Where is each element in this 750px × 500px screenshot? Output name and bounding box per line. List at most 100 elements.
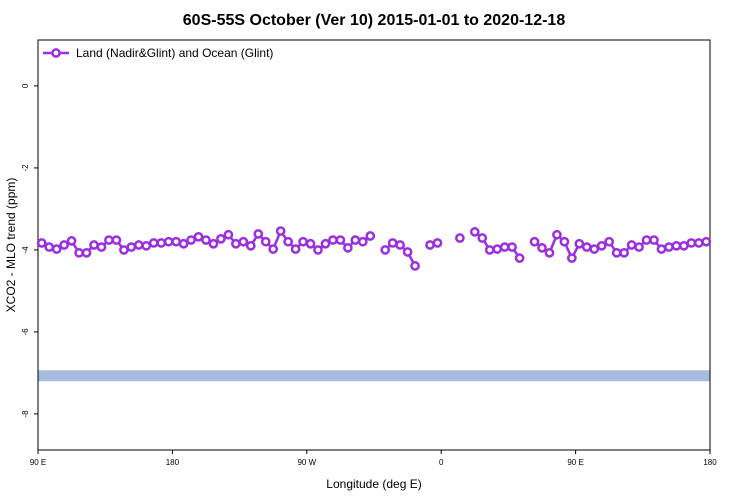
data-point	[216, 234, 226, 244]
data-point	[477, 233, 488, 243]
chart-title: 60S-55S October (Ver 10) 2015-01-01 to 2…	[183, 12, 566, 29]
data-point	[581, 242, 592, 252]
data-point	[305, 238, 316, 249]
x-tick-label: 0	[439, 458, 444, 467]
data-point	[469, 227, 480, 237]
data-point	[671, 240, 682, 251]
data-point	[163, 236, 174, 247]
data-point	[245, 240, 256, 251]
data-point	[589, 244, 600, 254]
data-point	[634, 242, 644, 252]
data-point	[686, 238, 697, 248]
data-point	[96, 242, 107, 252]
legend-marker	[51, 48, 61, 58]
x-tick-label: 90 E	[30, 458, 46, 467]
data-point	[223, 229, 234, 240]
y-axis-label: XCO2 - MLO trend (ppm)	[4, 178, 18, 313]
legend-label: Land (Nadir&Glint) and Ocean (Glint)	[76, 46, 273, 60]
y-tick-label: -6	[21, 328, 30, 336]
data-point	[664, 242, 674, 252]
data-point	[701, 236, 712, 247]
data-point	[544, 247, 555, 258]
data-point	[641, 235, 652, 245]
data-point	[529, 236, 540, 247]
x-axis-label: Longitude (deg E)	[326, 477, 421, 491]
data-point	[619, 247, 629, 258]
data-point	[51, 244, 62, 254]
x-tick-label: 180	[703, 458, 717, 467]
data-point	[178, 238, 189, 249]
data-point	[238, 236, 249, 247]
data-point	[380, 245, 391, 255]
data-point	[141, 240, 152, 251]
data-point	[111, 235, 122, 245]
data-point	[44, 242, 55, 252]
data-point	[74, 247, 84, 258]
data-point	[119, 245, 129, 255]
data-point	[253, 229, 264, 239]
data-point	[275, 226, 286, 236]
data-point	[133, 240, 144, 250]
data-point	[66, 236, 77, 246]
data-point	[559, 236, 570, 247]
data-point	[656, 244, 667, 254]
data-point	[36, 238, 47, 248]
data-point	[604, 236, 615, 247]
data-point	[231, 238, 241, 249]
data-point	[395, 240, 405, 250]
data-point	[679, 240, 689, 251]
data-point	[208, 238, 219, 249]
data-point	[357, 236, 368, 247]
data-point	[365, 231, 376, 241]
data-point	[290, 244, 301, 254]
x-tick-label: 90 W	[297, 458, 316, 467]
data-point	[567, 253, 577, 263]
data-point	[343, 243, 353, 253]
data-point	[552, 229, 562, 240]
data-point	[126, 242, 137, 252]
data-point	[328, 235, 338, 245]
data-point	[499, 242, 510, 252]
data-point	[484, 245, 495, 255]
data-point	[201, 235, 211, 245]
data-point	[148, 238, 159, 248]
data-point	[298, 236, 308, 247]
data-point	[268, 244, 279, 254]
y-tick-label: -2	[21, 164, 30, 172]
data-point	[186, 235, 196, 245]
data-point	[611, 247, 622, 258]
y-tick-label: -8	[21, 410, 30, 418]
data-point	[350, 235, 361, 245]
data-point	[104, 235, 114, 245]
data-point	[283, 236, 293, 247]
x-tick-label: 180	[166, 458, 180, 467]
y-tick-label: -4	[21, 246, 30, 254]
data-point	[574, 238, 585, 249]
data-point	[402, 247, 413, 257]
data-point	[387, 238, 398, 248]
data-point	[425, 240, 435, 250]
data-point	[313, 245, 323, 255]
data-point	[455, 233, 465, 243]
data-point	[156, 238, 167, 248]
data-point	[492, 244, 503, 254]
data-point	[507, 242, 517, 252]
data-point	[260, 236, 271, 247]
data-point	[537, 243, 547, 253]
data-point	[626, 240, 637, 250]
data-point	[171, 236, 181, 247]
data-point	[596, 240, 607, 251]
x-tick-label: 90 E	[567, 458, 583, 467]
data-point	[649, 235, 659, 245]
data-point	[193, 231, 204, 242]
data-point	[81, 247, 92, 258]
data-point	[335, 235, 346, 245]
data-point	[59, 240, 69, 250]
data-point	[410, 261, 420, 271]
data-point	[693, 238, 704, 248]
data-point	[514, 253, 525, 263]
y-tick-label: 0	[21, 83, 30, 88]
data-point	[89, 240, 99, 250]
data-point	[320, 238, 331, 249]
